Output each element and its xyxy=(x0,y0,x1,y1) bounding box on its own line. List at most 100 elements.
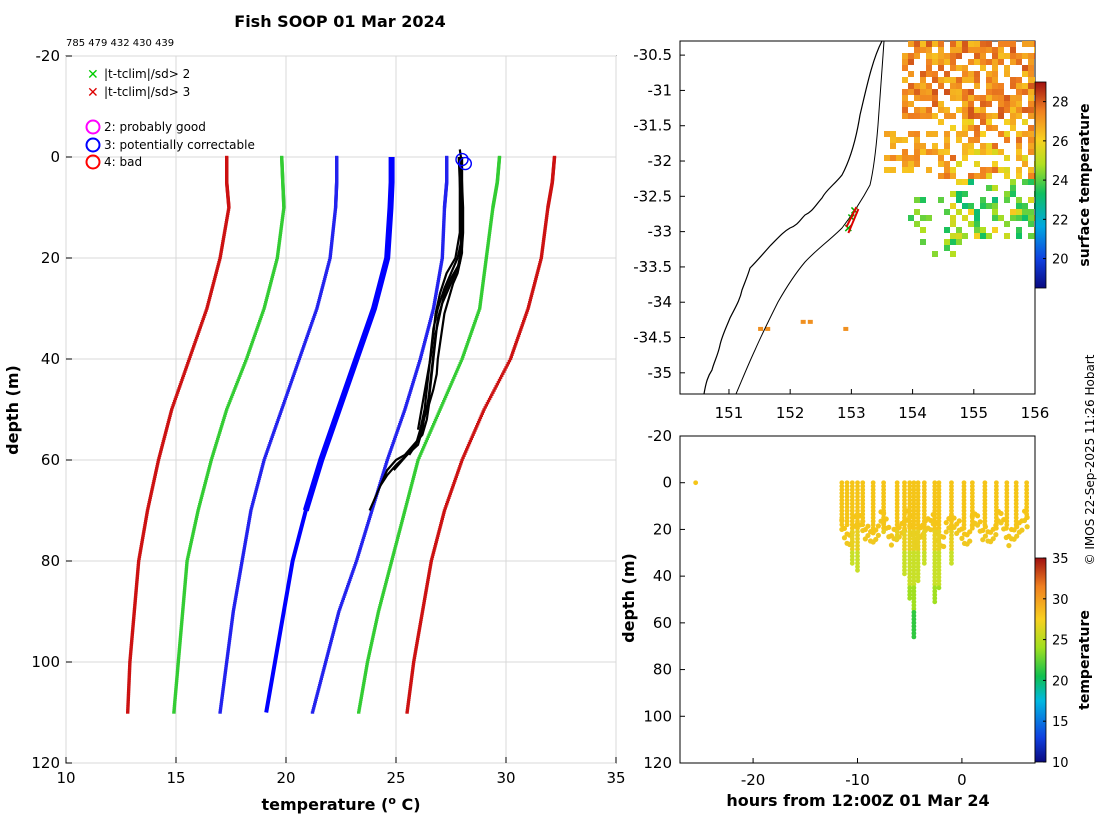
clim-point xyxy=(182,595,186,598)
clim-point xyxy=(226,646,231,649)
clim-point xyxy=(479,298,483,302)
sst-cell xyxy=(1028,179,1034,185)
clim-point xyxy=(253,332,257,335)
clim-point xyxy=(426,578,430,582)
clim-point xyxy=(246,526,250,529)
clim-point xyxy=(270,275,275,279)
cast-point xyxy=(894,525,900,531)
sst-cell xyxy=(968,59,974,65)
clim-point xyxy=(519,326,524,329)
clim-point xyxy=(407,692,412,695)
cast-point xyxy=(1004,480,1010,486)
sst-cell xyxy=(986,125,992,131)
clim-point xyxy=(180,614,185,617)
clim-point xyxy=(237,574,242,577)
temp-colorbar-tick-label: 35 xyxy=(1052,552,1069,567)
sst-field xyxy=(758,41,1035,331)
sst-cell xyxy=(1016,227,1022,233)
cast-point xyxy=(932,494,938,500)
clim-point xyxy=(139,547,143,550)
clim-point xyxy=(461,456,465,460)
cast-point xyxy=(902,511,907,517)
cast-point xyxy=(949,480,954,486)
clim-point xyxy=(387,454,391,457)
clim-series--1sd xyxy=(218,155,339,714)
clim-point xyxy=(427,572,431,575)
clim-point xyxy=(183,368,188,371)
clim-point xyxy=(220,696,224,699)
cast-point xyxy=(839,501,845,507)
clim-point xyxy=(326,650,331,653)
sst-cell xyxy=(992,89,998,95)
clim-point xyxy=(176,665,180,668)
sst-cell xyxy=(956,107,962,113)
clim-point xyxy=(226,404,231,407)
clim-point xyxy=(216,435,221,439)
clim-point xyxy=(191,347,195,350)
clim-point xyxy=(237,576,241,580)
sst-cell xyxy=(914,161,920,167)
cast-point xyxy=(932,490,938,496)
sst-cell xyxy=(938,101,944,107)
clim-point xyxy=(333,622,338,626)
time-cast xyxy=(839,480,845,528)
cast-point xyxy=(921,557,927,563)
clim-point xyxy=(297,357,301,361)
clim-point xyxy=(288,383,293,386)
time-band-point xyxy=(959,535,965,541)
cast-point xyxy=(870,504,876,510)
cast-point xyxy=(982,487,988,493)
clim-point xyxy=(242,549,246,552)
cast-point xyxy=(907,490,913,496)
clim-point xyxy=(277,414,282,418)
clim-point xyxy=(425,582,429,586)
clim-point xyxy=(166,423,170,426)
clim-point xyxy=(223,412,228,415)
clim-point xyxy=(379,477,384,481)
clim-point xyxy=(361,683,366,687)
clim-point xyxy=(430,427,434,430)
clim-point xyxy=(236,378,240,382)
cast-point xyxy=(961,522,967,528)
clim-point xyxy=(126,698,130,702)
clim-point xyxy=(193,340,197,344)
clim-point xyxy=(181,374,186,378)
clim-point xyxy=(509,355,513,359)
clim-point xyxy=(348,576,353,580)
clim-point xyxy=(172,401,176,405)
clim-point xyxy=(181,599,186,603)
clim-point xyxy=(319,679,323,683)
sst-cell xyxy=(998,107,1004,113)
clim-point xyxy=(154,471,158,474)
clim-point xyxy=(336,614,340,617)
clim-point xyxy=(133,599,137,603)
clim-point xyxy=(257,322,261,325)
chart-subtitle: 785 479 432 430 439 xyxy=(66,38,174,49)
clim-point xyxy=(382,469,386,472)
cast-point xyxy=(911,543,917,549)
cast-point xyxy=(936,553,942,559)
clim-point xyxy=(451,484,455,487)
sst-cell xyxy=(986,233,992,239)
clim-point xyxy=(475,425,479,428)
clim-point xyxy=(273,265,277,268)
clim-point xyxy=(245,532,249,535)
sst-cell xyxy=(950,221,956,227)
clim-point xyxy=(244,536,248,540)
clim-point xyxy=(322,665,327,668)
clim-point xyxy=(233,599,237,603)
cast-point xyxy=(969,487,975,493)
map-y-tick-label: -34 xyxy=(648,293,673,311)
clim-point xyxy=(242,547,246,550)
clim-point xyxy=(441,239,445,243)
cast-point xyxy=(870,518,876,524)
clim-point xyxy=(299,353,303,356)
clim-point xyxy=(414,370,419,373)
clim-point xyxy=(310,711,315,714)
cast-point xyxy=(839,480,845,486)
clim-point xyxy=(405,401,409,405)
clim-point xyxy=(200,492,205,495)
time-band-point xyxy=(956,518,962,524)
cast-point xyxy=(1004,522,1010,528)
sst-cell xyxy=(944,137,950,143)
